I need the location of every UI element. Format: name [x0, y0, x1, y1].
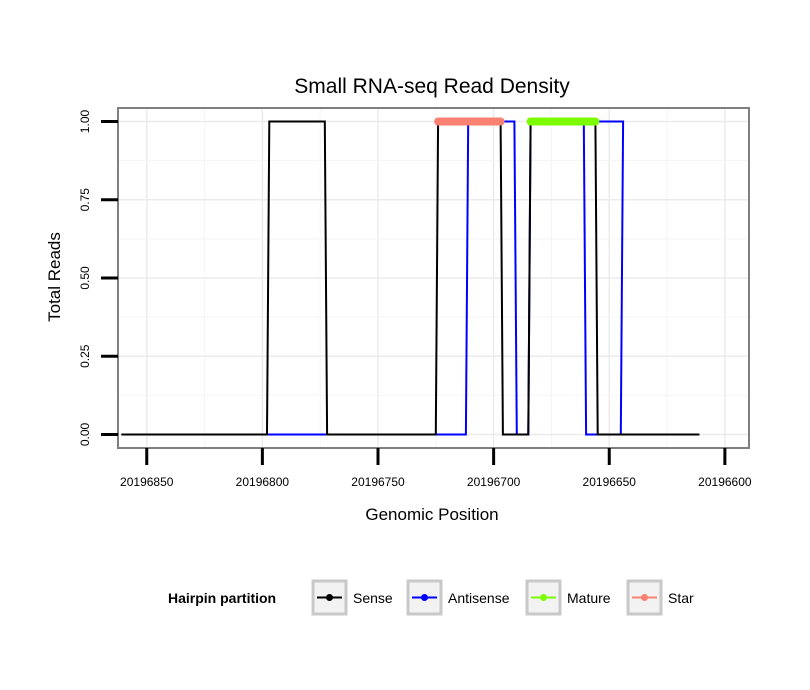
y-tick-label: 0.50 [78, 266, 92, 290]
x-tick-label: 20196850 [120, 475, 174, 489]
x-axis-label: Genomic Position [365, 505, 498, 524]
x-tick-label: 20196600 [698, 475, 752, 489]
y-axis: 0.00 0.25 0.50 0.75 1.00 [78, 110, 118, 446]
series-layer [121, 117, 700, 436]
legend-label: Sense [353, 590, 393, 606]
y-tick-label: 0.00 [78, 422, 92, 446]
chart-title: Small RNA-seq Read Density [294, 75, 570, 98]
legend-key-dot [540, 594, 547, 601]
legend-item-sense: Sense [311, 579, 393, 616]
legend-label: Mature [567, 590, 611, 606]
x-tick-label: 20196700 [467, 475, 521, 489]
grid [119, 109, 748, 447]
legend-key-dot [421, 594, 428, 601]
y-axis-label: Total Reads [45, 232, 64, 322]
legend-label: Antisense [448, 590, 510, 606]
y-tick-label: 1.00 [78, 110, 92, 134]
x-axis: 20196850 20196800 20196750 20196700 20196650… [120, 448, 752, 489]
y-tick-label: 0.25 [78, 344, 92, 368]
x-tick-label: 20196750 [351, 475, 405, 489]
legend-key-dot [641, 594, 648, 601]
x-tick-label: 20196800 [236, 475, 290, 489]
legend-item-antisense: Antisense [406, 579, 510, 616]
legend-item-mature: Mature [525, 579, 611, 616]
x-tick-label: 20196650 [583, 475, 637, 489]
legend-key-dot [326, 594, 333, 601]
legend-title: Hairpin partition [168, 590, 276, 606]
legend-label: Star [668, 590, 694, 606]
legend-item-star: Star [626, 579, 694, 616]
y-tick-label: 0.75 [78, 188, 92, 212]
legend: Hairpin partition Sense Antisense Mature St… [168, 579, 694, 616]
